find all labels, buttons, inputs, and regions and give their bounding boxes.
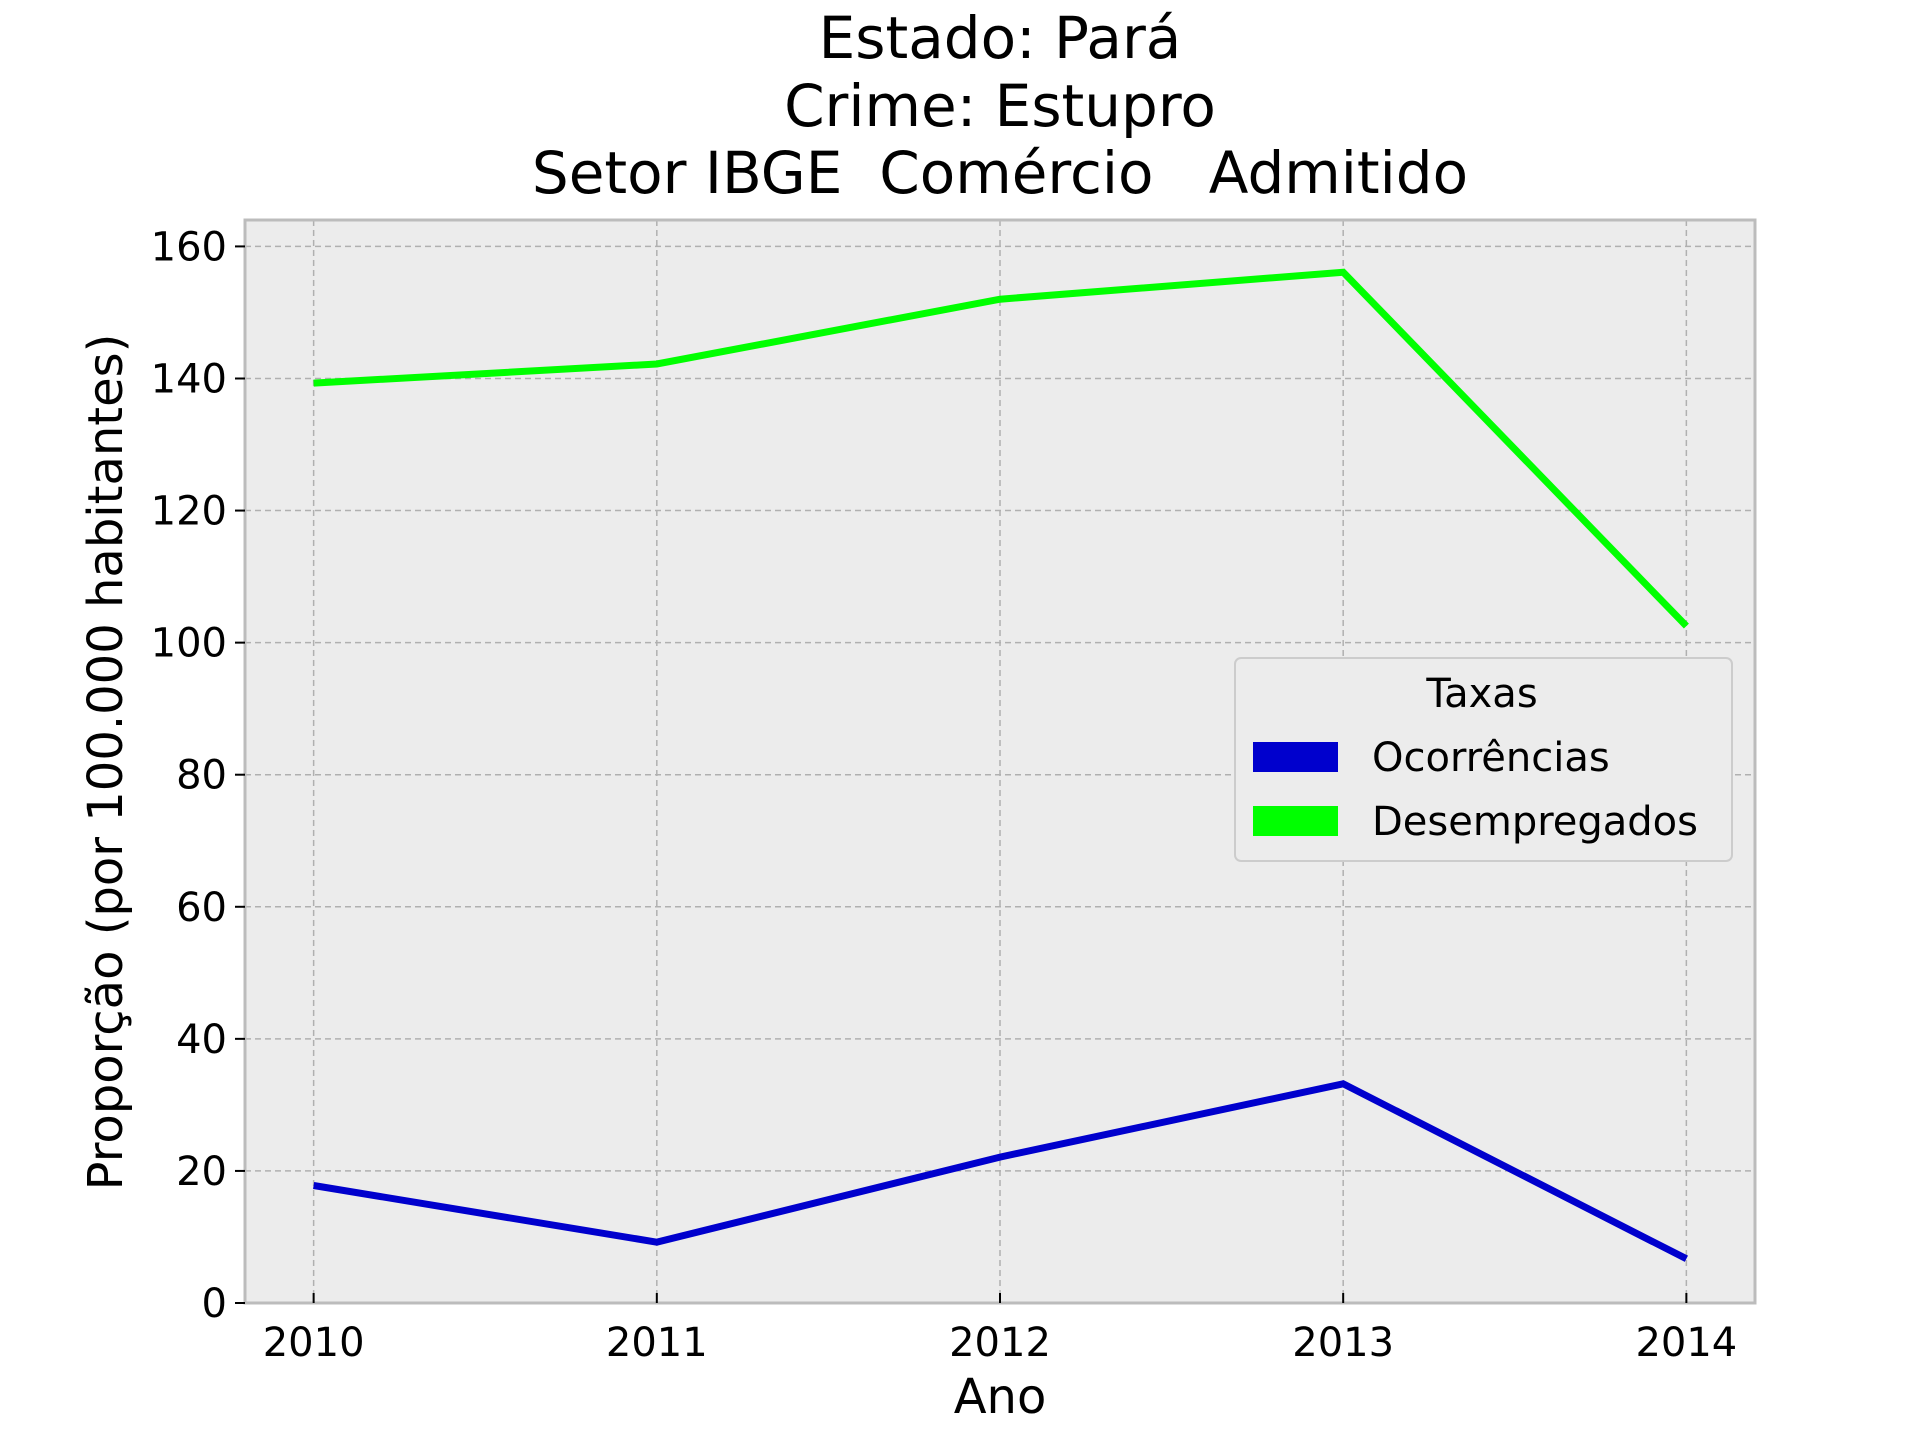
x-tick-label: 2013: [1292, 1320, 1394, 1366]
y-tick-label: 0: [202, 1281, 227, 1327]
title-line-state: Estado: Pará: [819, 4, 1182, 72]
legend-swatch-ocorrencias: [1253, 742, 1338, 772]
legend-swatch-desempregados: [1253, 806, 1338, 836]
y-tick-label: 20: [176, 1149, 227, 1195]
y-axis-label: Proporção (por 100.000 habitantes): [78, 334, 134, 1191]
y-tick-label: 120: [151, 489, 227, 535]
y-tick-label: 100: [151, 621, 227, 667]
legend-label-desempregados: Desempregados: [1372, 799, 1698, 845]
x-axis-label: Ano: [954, 1369, 1047, 1425]
y-tick-label: 160: [151, 224, 227, 270]
chart-title: Estado: Pará Crime: Estupro Setor IBGE C…: [532, 4, 1468, 207]
legend-title: Taxas: [1425, 671, 1537, 717]
series-line-ocorrencias: [313, 1080, 1688, 1262]
y-tick-label: 60: [176, 885, 227, 931]
y-tick-label: 140: [151, 356, 227, 402]
y-tick-label: 40: [176, 1017, 227, 1063]
x-tick-label: 2011: [606, 1320, 708, 1366]
legend-label-ocorrencias: Ocorrências: [1372, 735, 1610, 781]
x-axis-ticks: 2010 2011 2012 2013 2014: [263, 1293, 1737, 1366]
x-tick-label: 2010: [263, 1320, 365, 1366]
series-line-desempregados: [313, 268, 1689, 629]
x-tick-label: 2012: [949, 1320, 1051, 1366]
title-line-sector: Setor IBGE Comércio Admitido: [532, 139, 1468, 207]
legend-box: [1234, 657, 1733, 862]
x-tick-label: 2014: [1635, 1320, 1737, 1366]
y-tick-label: 80: [176, 753, 227, 799]
y-axis-ticks: 0 20 40 60 80 100 120 140 160: [151, 224, 245, 1327]
series-lines: [313, 268, 1689, 1262]
title-line-crime: Crime: Estupro: [784, 72, 1216, 140]
legend: Taxas Ocorrências Desempregados: [1234, 657, 1733, 862]
